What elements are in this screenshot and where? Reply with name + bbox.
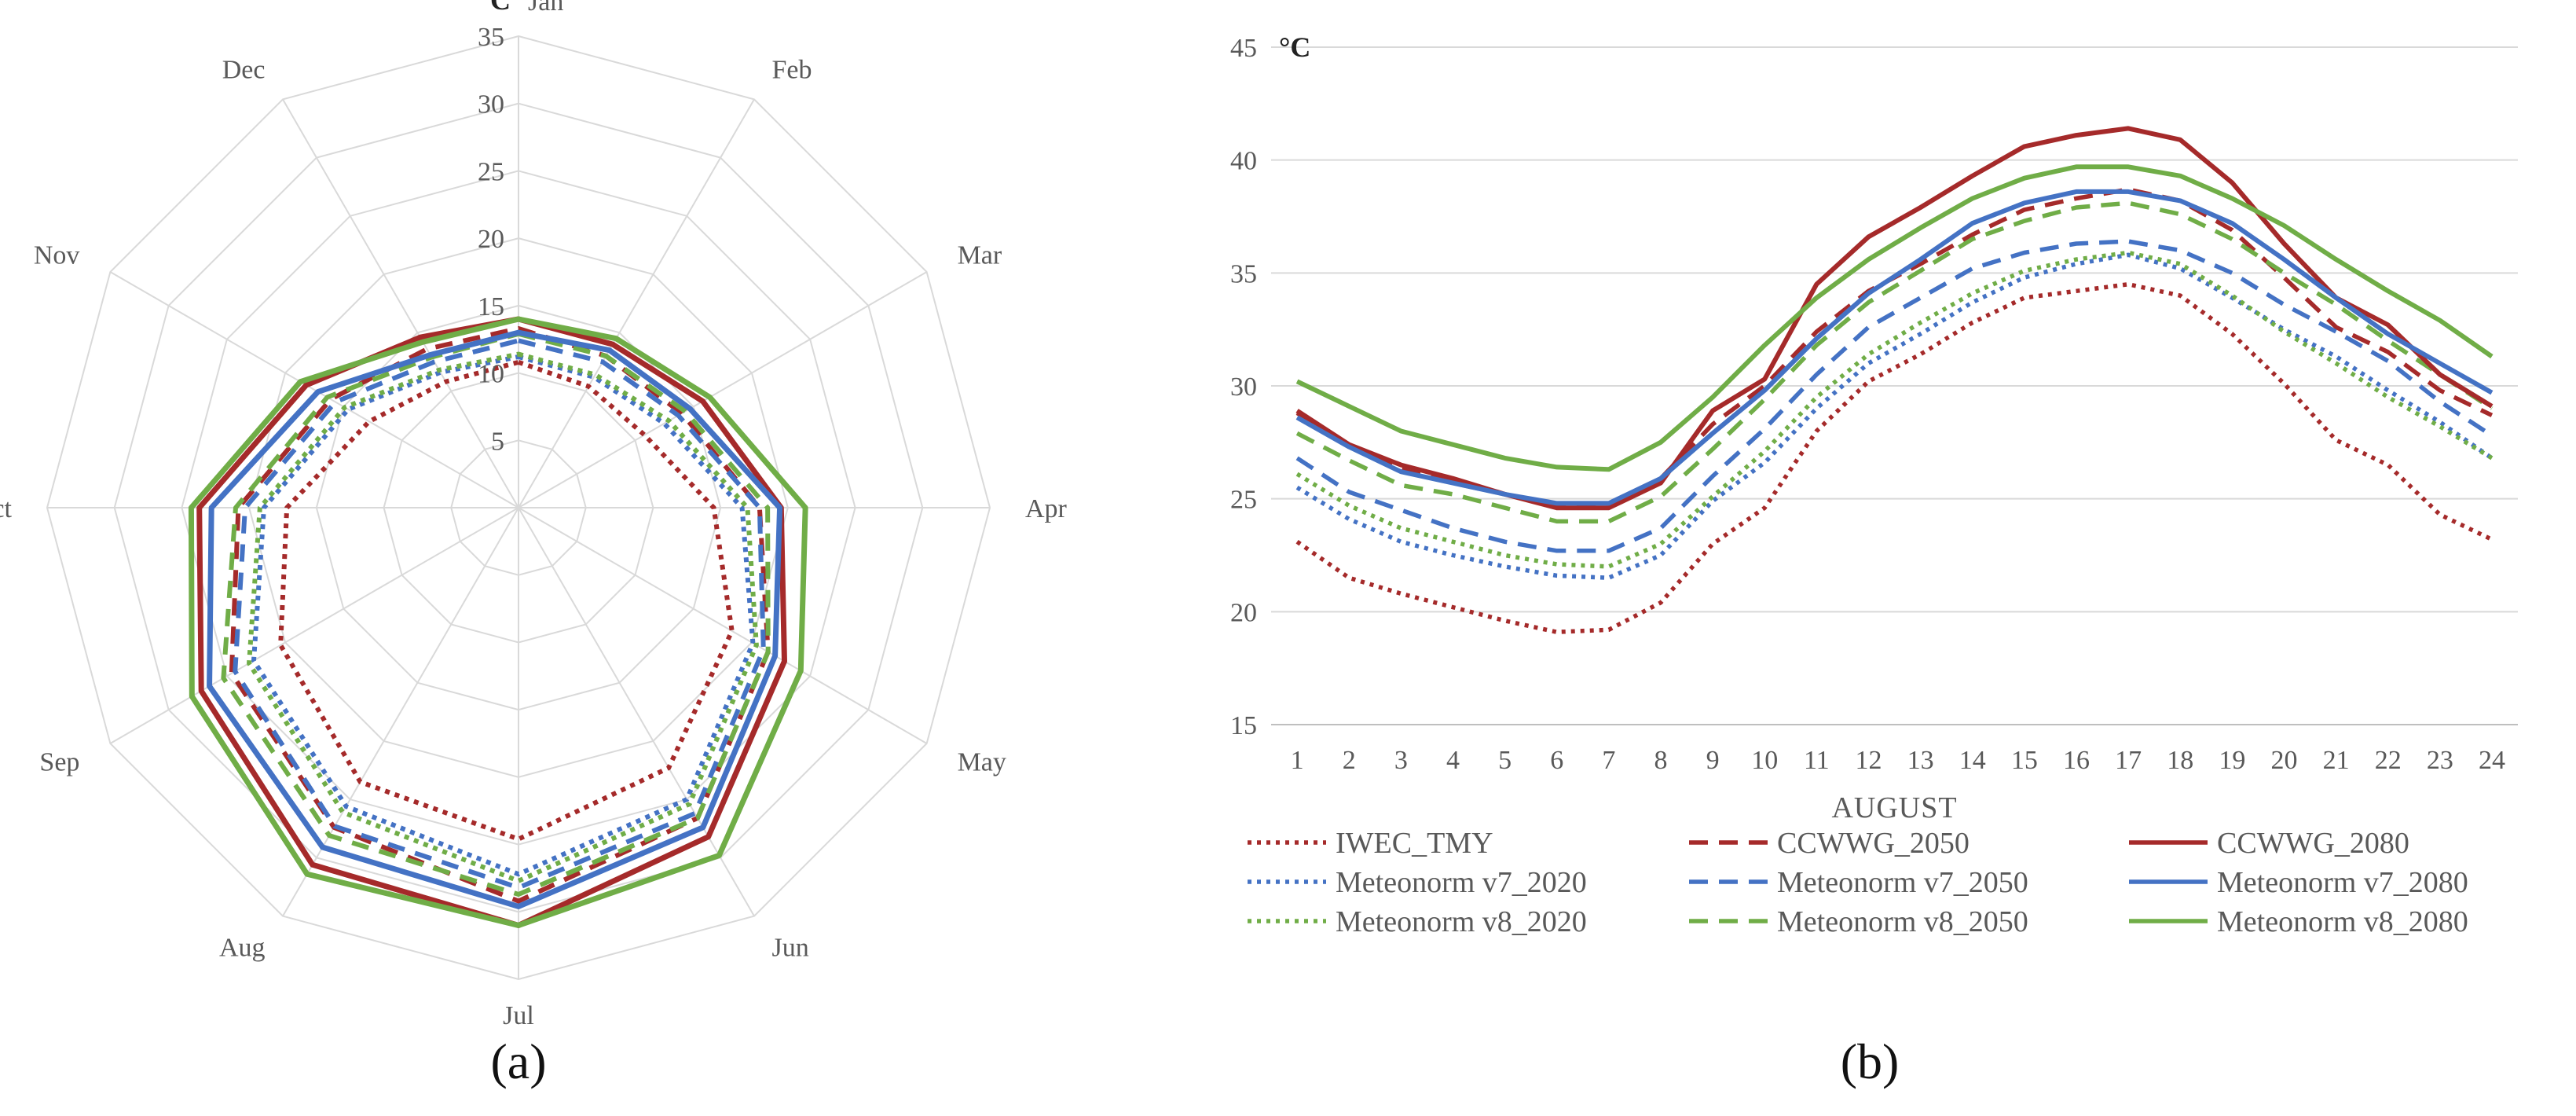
- y-tick-label: 15: [1230, 711, 1257, 740]
- legend-entry: Meteonorm v7_2020: [1248, 866, 1587, 899]
- line-series-meteonorm-v8-2020: [1295, 250, 2494, 569]
- radar-tick-label: 20: [478, 225, 504, 254]
- x-tick-label: 5: [1498, 746, 1512, 775]
- legend-label: Meteonorm v7_2050: [1777, 866, 2028, 899]
- x-tick-label: 14: [1959, 746, 1986, 775]
- radar-month-label: Nov: [34, 241, 80, 270]
- radar-series-meteonorm-v7-2080: [207, 329, 783, 909]
- radar-tick-label: 5: [491, 427, 504, 456]
- line-series-meteonorm-v8-2080: [1295, 164, 2494, 472]
- x-tick-label: 7: [1602, 746, 1615, 775]
- x-tick-label: 23: [2427, 746, 2453, 775]
- radar-series-ccwwg-2080: [196, 316, 787, 928]
- radar-tick-label: 15: [478, 292, 504, 321]
- x-tick-label: 18: [2167, 746, 2193, 775]
- radar-spoke: [518, 507, 755, 917]
- legend-entry: CCWWG_2050: [1689, 827, 1970, 860]
- radar-series-meteonorm-v7-2020: [251, 354, 756, 877]
- x-tick-label: 3: [1394, 746, 1408, 775]
- radar-tick-label: 25: [478, 157, 504, 186]
- radar-series-meteonorm-v8-2050: [221, 331, 771, 897]
- y-tick-label: 40: [1230, 147, 1257, 176]
- legend-label: Meteonorm v7_2020: [1336, 866, 1587, 899]
- radar-tick-label: 30: [478, 90, 504, 119]
- y-tick-label: 45: [1230, 34, 1257, 63]
- radar-spoke: [518, 507, 928, 744]
- radar-month-label: Jan: [528, 0, 563, 17]
- radar-month-label: Dec: [222, 55, 266, 84]
- radar-spoke: [282, 98, 519, 508]
- x-tick-label: 19: [2219, 746, 2245, 775]
- legend-entry: Meteonorm v8_2020: [1248, 905, 1587, 938]
- legend-label: Meteonorm v8_2080: [2217, 905, 2468, 938]
- radar-tick-label: 35: [478, 23, 504, 52]
- line-series-meteonorm-v8-2050: [1295, 200, 2494, 524]
- radar-unit-label: °C: [479, 0, 511, 16]
- line-unit-label: °C: [1279, 31, 1310, 63]
- panel-label-b: (b): [1841, 1033, 1900, 1089]
- radar-month-label: Sep: [39, 748, 79, 777]
- legend-label: CCWWG_2050: [1777, 827, 1970, 860]
- line-series-meteonorm-v7-2020: [1295, 252, 2494, 580]
- legend-entry: Meteonorm v8_2080: [2129, 905, 2468, 938]
- x-tick-label: 15: [2011, 746, 2038, 775]
- radar-month-label: Aug: [219, 934, 266, 963]
- radar-spoke: [518, 98, 755, 508]
- panel-label-a: (a): [490, 1033, 546, 1089]
- legend-entry: Meteonorm v7_2080: [2129, 866, 2468, 899]
- radar-series-ccwwg-2050: [229, 326, 771, 904]
- radar-spoke: [109, 507, 519, 744]
- radar-month-label: May: [958, 748, 1006, 777]
- legend-entry: Meteonorm v7_2050: [1689, 866, 2028, 899]
- x-tick-label: 20: [2270, 746, 2297, 775]
- x-tick-label: 1: [1291, 746, 1304, 775]
- legend-label: IWEC_TMY: [1336, 827, 1493, 860]
- radar-month-label: Apr: [1025, 494, 1068, 523]
- legend-entry: IWEC_TMY: [1248, 827, 1493, 860]
- legend-label: Meteonorm v8_2050: [1777, 905, 2028, 938]
- legend-entry: CCWWG_2080: [2129, 827, 2409, 860]
- x-tick-label: 2: [1343, 746, 1356, 775]
- x-tick-label: 22: [2375, 746, 2402, 775]
- y-tick-label: 20: [1230, 598, 1257, 627]
- radar-month-label: Oct: [0, 494, 13, 523]
- x-tick-label: 16: [2063, 746, 2090, 775]
- line-series-meteonorm-v7-2050: [1295, 239, 2494, 553]
- radar-month-label: Feb: [772, 55, 812, 84]
- x-tick-label: 12: [1855, 746, 1882, 775]
- radar-month-label: Mar: [958, 241, 1002, 270]
- radar-series-meteonorm-v8-2020: [247, 351, 759, 883]
- radar-tick-label: 10: [478, 360, 504, 389]
- x-tick-label: 6: [1550, 746, 1563, 775]
- y-tick-label: 30: [1230, 373, 1257, 402]
- legend-label: CCWWG_2080: [2217, 827, 2409, 860]
- radar-series-meteonorm-v7-2050: [233, 338, 766, 890]
- x-tick-label: 11: [1804, 746, 1830, 775]
- y-tick-label: 35: [1230, 259, 1257, 288]
- radar-series-meteonorm-v8-2080: [188, 316, 808, 928]
- x-tick-label: 8: [1654, 746, 1667, 775]
- line-series-meteonorm-v7-2080: [1295, 189, 2494, 506]
- x-tick-label: 10: [1751, 746, 1778, 775]
- x-tick-label: 4: [1446, 746, 1460, 775]
- x-tick-label: 9: [1706, 746, 1720, 775]
- x-tick-label: 24: [2479, 746, 2505, 775]
- x-tick-label: 13: [1907, 746, 1934, 775]
- radar-month-label: Jun: [772, 934, 809, 963]
- legend-entry: Meteonorm v8_2050: [1689, 905, 2028, 938]
- radar-chart-a: 5 10 15 20 25 30 35 Jan Feb Mar Apr May Jun Jul Aug Sep…: [0, 0, 1068, 1089]
- radar-series-iwec-tmy: [278, 359, 735, 842]
- y-tick-label: 25: [1230, 486, 1257, 515]
- x-axis-title: AUGUST: [1831, 791, 1957, 824]
- x-tick-label: 21: [2323, 746, 2350, 775]
- line-series-iwec-tmy: [1295, 281, 2494, 634]
- radar-spoke: [109, 271, 519, 508]
- legend-label: Meteonorm v7_2080: [2217, 866, 2468, 899]
- radar-month-label: Jul: [503, 1001, 534, 1030]
- legend-label: Meteonorm v8_2020: [1336, 905, 1587, 938]
- radar-spoke: [518, 271, 928, 508]
- x-tick-label: 17: [2115, 746, 2142, 775]
